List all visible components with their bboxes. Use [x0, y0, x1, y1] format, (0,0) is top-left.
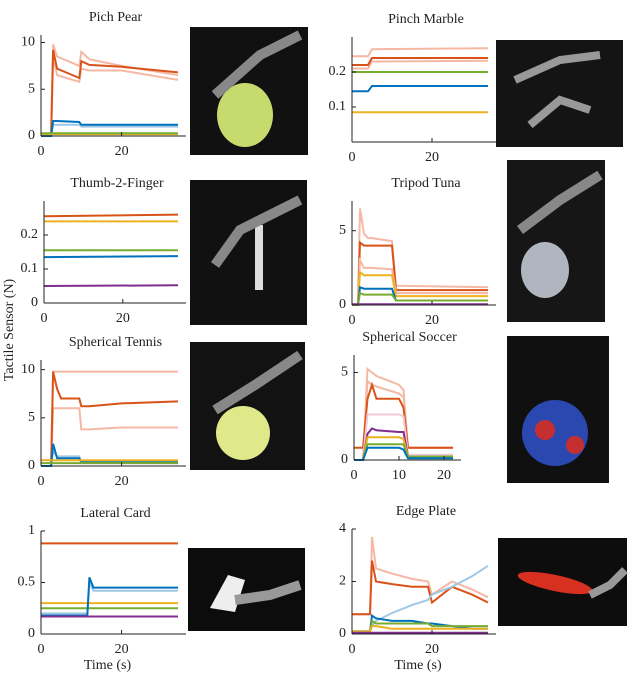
- patch: [566, 436, 584, 454]
- series-line: [41, 44, 178, 136]
- chart-title: Edge Plate: [396, 504, 456, 519]
- y-tick-label: 0.2: [21, 227, 39, 242]
- chart-title: Pich Pear: [89, 10, 143, 25]
- chart-title: Thumb-2-Finger: [70, 176, 164, 191]
- x-tick-label: 0: [349, 150, 356, 165]
- x-tick-label: 0: [349, 642, 356, 657]
- y-tick-label: 0: [28, 458, 35, 473]
- y-tick-label: 5: [341, 365, 348, 380]
- tennis-ball: [216, 406, 270, 460]
- x-axis-label: Time (s): [84, 658, 132, 673]
- chart-title: Spherical Soccer: [362, 330, 457, 345]
- chart-title: Lateral Card: [80, 506, 150, 521]
- x-tick-label: 20: [115, 144, 129, 159]
- x-tick-label: 20: [425, 642, 439, 657]
- rod: [255, 225, 263, 290]
- series-line: [352, 260, 488, 305]
- patch: [535, 420, 555, 440]
- x-tick-label: 0: [38, 144, 45, 159]
- x-tick-label: 20: [425, 313, 439, 328]
- series-line: [352, 293, 488, 305]
- x-tick-label: 0: [38, 642, 45, 657]
- y-tick-label: 0.5: [18, 575, 36, 590]
- series-line: [41, 372, 178, 466]
- y-tick-label: 2: [339, 574, 346, 589]
- y-tick-label: 5: [28, 81, 35, 96]
- y-tick-label: 0: [341, 452, 348, 467]
- chart-title: Tripod Tuna: [391, 176, 461, 191]
- series-line: [41, 577, 178, 615]
- x-tick-label: 20: [115, 642, 129, 657]
- can: [521, 242, 569, 298]
- series-line: [352, 61, 488, 69]
- y-tick-label: 0: [339, 297, 346, 312]
- x-tick-label: 0: [38, 474, 45, 489]
- series-line: [44, 215, 178, 217]
- series-line: [352, 86, 488, 91]
- series-line: [41, 372, 178, 466]
- y-axis-label: Tactile Sensor (N): [2, 278, 17, 381]
- x-tick-label: 0: [349, 313, 356, 328]
- y-tick-label: 0.1: [329, 99, 347, 114]
- y-tick-label: 0.1: [21, 261, 39, 276]
- x-tick-label: 20: [437, 468, 451, 483]
- x-tick-label: 20: [425, 150, 439, 165]
- series-line: [44, 256, 178, 257]
- x-tick-label: 0: [41, 311, 48, 326]
- y-tick-label: 0: [339, 626, 346, 641]
- y-tick-label: 5: [339, 223, 346, 238]
- y-tick-label: 0: [31, 295, 38, 310]
- y-tick-label: 4: [339, 521, 346, 536]
- y-tick-label: 10: [21, 35, 35, 50]
- x-tick-label: 10: [392, 468, 406, 483]
- y-tick-label: 5: [28, 410, 35, 425]
- y-tick-label: 0.2: [329, 64, 347, 79]
- y-tick-label: 1: [28, 523, 35, 538]
- photos: [188, 27, 627, 631]
- y-tick-label: 10: [21, 362, 35, 377]
- x-tick-label: 0: [351, 468, 358, 483]
- pear: [217, 83, 273, 147]
- x-tick-label: 20: [116, 311, 130, 326]
- y-tick-label: 0: [28, 626, 35, 641]
- chart-title: Pinch Marble: [388, 12, 464, 27]
- series-line: [352, 48, 488, 56]
- chart-title: Spherical Tennis: [69, 335, 162, 350]
- y-tick-label: 0: [28, 128, 35, 143]
- series-line: [44, 285, 178, 286]
- x-tick-label: 20: [115, 474, 129, 489]
- x-axis-label: Time (s): [394, 658, 442, 673]
- soccer-ball: [522, 400, 588, 466]
- figure: Tactile Sensor (N) Pich Pear0510020Pinch…: [0, 0, 629, 677]
